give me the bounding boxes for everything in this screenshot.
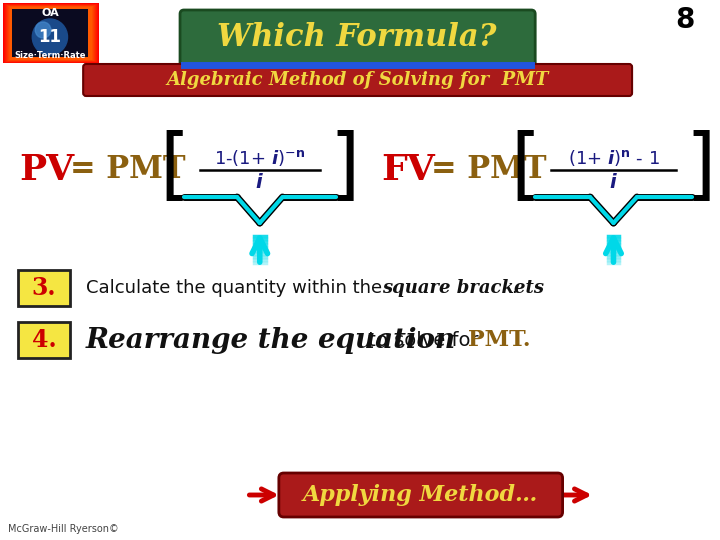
Text: (1+ $\bfit{i}$)$^{\mathbf{n}}$ - 1: (1+ $\bfit{i}$)$^{\mathbf{n}}$ - 1 <box>567 148 660 168</box>
FancyBboxPatch shape <box>4 4 98 63</box>
FancyBboxPatch shape <box>17 322 71 358</box>
Text: = PMT: = PMT <box>431 154 546 186</box>
Text: 4.: 4. <box>32 328 56 352</box>
Text: $\bfit{i}$: $\bfit{i}$ <box>609 172 618 192</box>
Text: Which Formula?: Which Formula? <box>217 23 497 53</box>
Text: OA: OA <box>41 8 59 18</box>
Text: = PMT: = PMT <box>71 154 186 186</box>
FancyBboxPatch shape <box>17 270 71 306</box>
Text: 11: 11 <box>38 28 61 46</box>
Text: Calculate the quantity within the: Calculate the quantity within the <box>86 279 388 297</box>
Text: to solve for: to solve for <box>362 330 485 349</box>
Text: square brackets: square brackets <box>382 279 544 297</box>
Text: [: [ <box>510 129 541 205</box>
FancyBboxPatch shape <box>545 143 682 195</box>
Text: McGraw-Hill Ryerson©: McGraw-Hill Ryerson© <box>8 524 119 534</box>
FancyBboxPatch shape <box>3 3 99 63</box>
Text: PMT.: PMT. <box>468 329 530 351</box>
Text: PV: PV <box>19 153 75 187</box>
FancyBboxPatch shape <box>12 9 88 57</box>
FancyBboxPatch shape <box>194 143 326 195</box>
FancyBboxPatch shape <box>9 6 93 60</box>
FancyBboxPatch shape <box>10 7 92 60</box>
Text: 8: 8 <box>675 6 695 34</box>
FancyBboxPatch shape <box>5 4 97 62</box>
Text: [: [ <box>160 129 190 205</box>
FancyBboxPatch shape <box>279 473 562 517</box>
FancyBboxPatch shape <box>7 5 95 61</box>
Text: ]: ] <box>330 129 360 205</box>
Circle shape <box>32 19 68 55</box>
Text: ]: ] <box>686 129 716 205</box>
FancyBboxPatch shape <box>180 10 535 68</box>
Text: 3.: 3. <box>32 276 56 300</box>
Text: Rearrange the equation: Rearrange the equation <box>86 327 456 354</box>
Text: Algebraic Method of Solving for  PMT: Algebraic Method of Solving for PMT <box>166 71 549 89</box>
Text: $\bfit{i}$: $\bfit{i}$ <box>256 172 264 192</box>
FancyBboxPatch shape <box>84 64 632 96</box>
FancyBboxPatch shape <box>6 5 96 62</box>
Text: Applying Method…: Applying Method… <box>303 484 539 506</box>
Text: FV: FV <box>382 153 436 187</box>
Text: Size·Term·Rate: Size·Term·Rate <box>14 51 86 60</box>
FancyBboxPatch shape <box>8 6 94 61</box>
Text: 1-(1+ $\bfit{i}$)$^{-\mathbf{n}}$: 1-(1+ $\bfit{i}$)$^{-\mathbf{n}}$ <box>214 148 305 168</box>
Circle shape <box>35 22 51 38</box>
Text: .: . <box>510 279 516 297</box>
